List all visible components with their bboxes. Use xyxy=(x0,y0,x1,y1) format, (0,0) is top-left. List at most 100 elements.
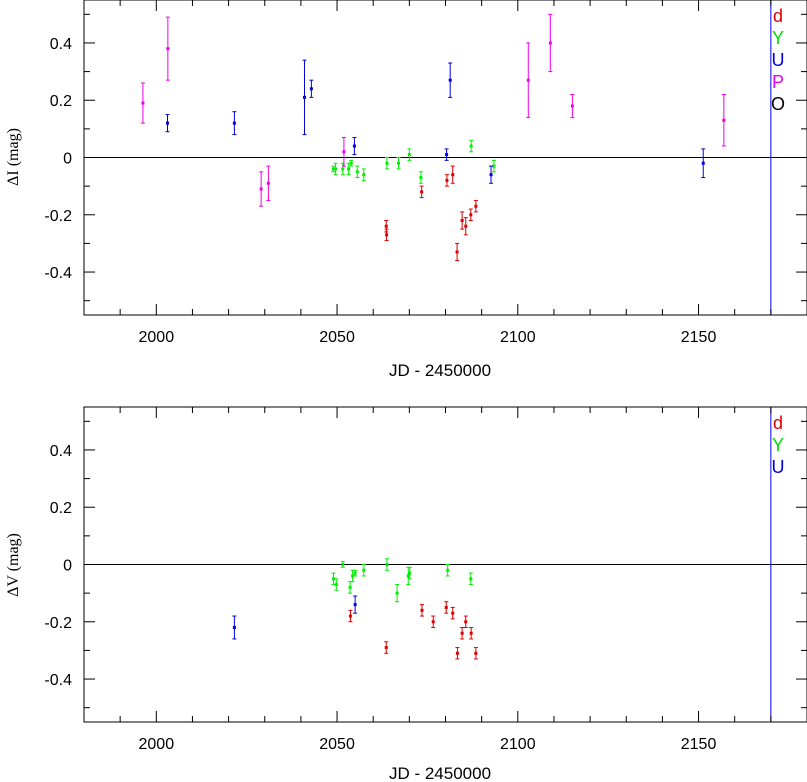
x-tick-label: 2050 xyxy=(319,329,355,346)
x-tick-label: 2000 xyxy=(139,736,175,753)
data-point-d xyxy=(431,620,435,624)
legend-entry-d: d xyxy=(773,6,783,26)
y-tick-label: 0.4 xyxy=(50,36,72,53)
data-point-d xyxy=(460,631,464,635)
data-point-U xyxy=(701,161,705,165)
data-point-Y xyxy=(362,173,366,177)
data-point-d xyxy=(420,190,424,194)
data-point-d xyxy=(464,224,468,228)
y-tick-label: -0.2 xyxy=(44,208,72,225)
data-point-d xyxy=(469,213,473,217)
data-point-Y xyxy=(446,568,450,572)
data-point-U xyxy=(309,87,313,91)
y-tick-label: -0.4 xyxy=(44,265,72,282)
data-points-bottom xyxy=(232,558,478,660)
data-point-Y xyxy=(331,167,335,171)
data-point-d xyxy=(445,178,449,182)
data-point-U xyxy=(352,144,356,148)
data-point-Y xyxy=(395,591,399,595)
data-point-U xyxy=(448,78,452,82)
data-point-d xyxy=(384,224,388,228)
data-point-Y xyxy=(334,167,338,171)
data-point-U xyxy=(489,173,493,177)
x-axis-title-top: JD - 2450000 xyxy=(389,361,491,380)
y-tick-label: 0 xyxy=(63,151,72,168)
data-point-U xyxy=(232,626,236,629)
y-axis-title-top: ΔI (mag) xyxy=(5,128,22,186)
data-point-d xyxy=(451,611,455,615)
data-point-d xyxy=(474,204,478,208)
data-point-P xyxy=(548,41,552,45)
data-point-P xyxy=(141,101,145,105)
data-point-Y xyxy=(385,161,389,165)
data-point-Y xyxy=(331,577,335,581)
y-tick-label: 0.4 xyxy=(50,443,72,460)
data-point-U xyxy=(353,603,357,607)
x-tick-label: 2150 xyxy=(681,329,717,346)
y-tick-label: -0.2 xyxy=(44,615,72,632)
data-point-Y xyxy=(492,164,496,168)
data-point-P xyxy=(342,150,346,154)
data-point-Y xyxy=(469,144,473,148)
data-point-Y xyxy=(341,167,345,171)
data-point-U xyxy=(232,121,236,125)
data-point-Y xyxy=(341,563,345,566)
x-tick-label: 2150 xyxy=(681,736,717,753)
legend-entry-Y: Y xyxy=(772,28,784,48)
y-tick-label: 0.2 xyxy=(50,500,72,517)
y-tick-label: 0 xyxy=(63,558,72,575)
legend-entry-U: U xyxy=(772,457,785,477)
data-point-P xyxy=(266,181,270,185)
data-point-P xyxy=(166,47,170,51)
x-tick-label: 2100 xyxy=(500,329,536,346)
data-point-Y xyxy=(353,571,357,575)
data-point-Y xyxy=(407,153,411,157)
data-point-Y xyxy=(397,161,401,165)
data-point-U xyxy=(303,95,307,99)
y-tick-label: 0.2 xyxy=(50,93,72,110)
data-point-Y xyxy=(347,167,351,171)
panel-delta-v: 2000 2050 2100 2150 0.4 0.2 0 -0.2 -0.4 dYU JD -… xyxy=(5,406,807,782)
data-point-Y xyxy=(362,568,366,572)
legend-entry-Y: Y xyxy=(772,435,784,455)
data-point-d xyxy=(464,620,468,624)
data-point-d xyxy=(460,219,464,222)
data-point-d xyxy=(444,605,448,609)
data-point-P xyxy=(259,187,263,191)
data-point-Y xyxy=(349,161,353,165)
data-point-Y xyxy=(385,563,389,566)
legend-entry-d: d xyxy=(773,413,783,433)
x-tick-label: 2050 xyxy=(319,736,355,753)
data-point-d xyxy=(455,651,459,655)
y-axis-title-bottom: ΔV (mag) xyxy=(5,533,22,597)
ticks-bottom: 2000 2050 2100 2150 0.4 0.2 0 -0.2 -0.4 xyxy=(44,407,807,753)
data-point-Y xyxy=(408,571,412,575)
data-point-U xyxy=(166,121,170,125)
data-point-d xyxy=(348,614,352,618)
legend-entry-O: O xyxy=(771,94,785,114)
data-point-d xyxy=(455,250,459,254)
legend-entry-P: P xyxy=(772,72,784,92)
y-tick-label: -0.4 xyxy=(44,672,72,689)
data-point-d xyxy=(469,631,473,635)
data-point-Y xyxy=(419,176,423,180)
data-point-P xyxy=(526,78,530,82)
data-point-Y xyxy=(351,574,355,578)
data-point-Y xyxy=(334,583,338,587)
data-point-d xyxy=(451,173,455,177)
data-point-Y xyxy=(348,585,352,589)
data-point-Y xyxy=(469,577,473,581)
data-points-top xyxy=(140,13,726,262)
x-axis-title-bottom: JD - 2450000 xyxy=(389,764,491,782)
data-point-d xyxy=(385,233,389,237)
data-point-d xyxy=(384,646,388,650)
data-point-P xyxy=(722,118,726,122)
legend-entry-U: U xyxy=(772,50,785,70)
x-tick-label: 2000 xyxy=(139,329,175,346)
ticks-top: 2000 2050 2100 2150 0.4 0.2 0 -0.2 -0.4 xyxy=(44,0,807,346)
data-point-d xyxy=(420,608,424,612)
data-point-Y xyxy=(355,170,359,174)
